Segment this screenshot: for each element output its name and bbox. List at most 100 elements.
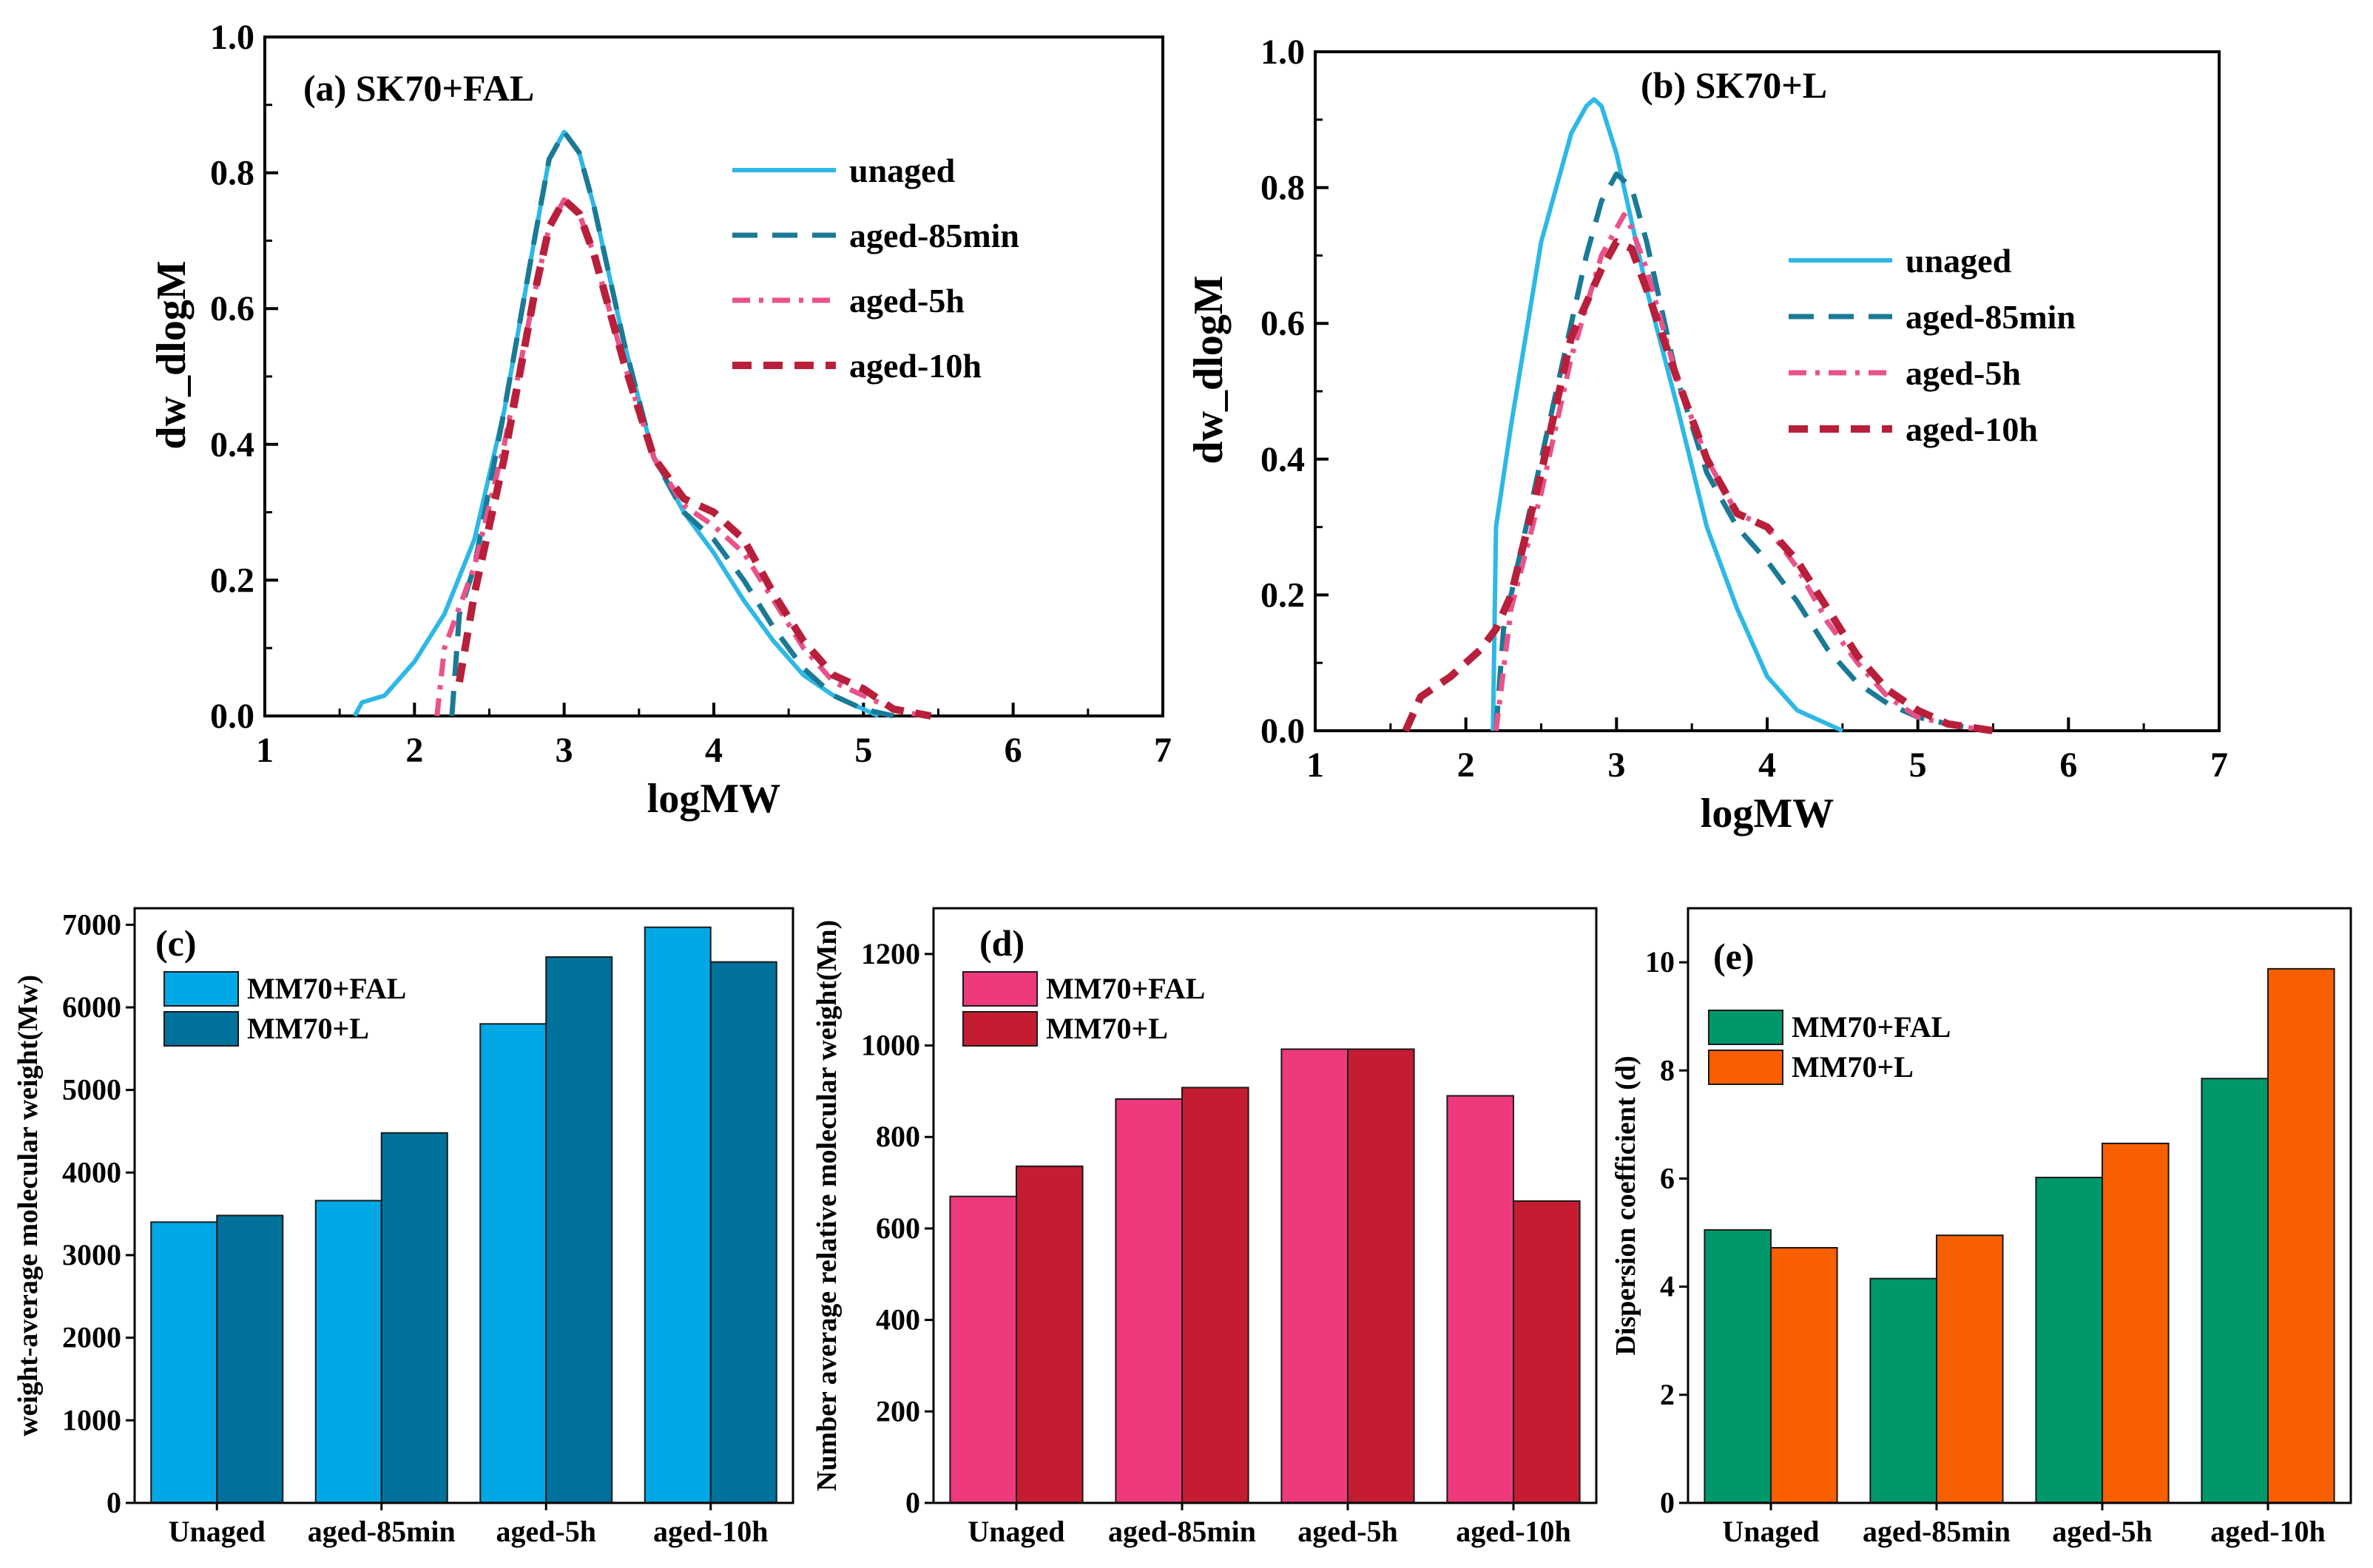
x-category-label: Unaged	[1722, 1515, 1819, 1548]
legend-swatch	[962, 1011, 1038, 1047]
legend-label: MM70+L	[1046, 1012, 1168, 1045]
bar-MM70+L-aged-10h	[2267, 967, 2335, 1504]
legend-swatch	[1708, 1010, 1783, 1045]
legend-label: MM70+L	[1792, 1050, 1914, 1084]
series-line-aged-5h	[1493, 212, 1986, 734]
legend-label: aged-85min	[849, 217, 1019, 254]
y-tick-label: 800	[876, 1120, 920, 1153]
y-axis-label: Number average relative molecular weight…	[811, 920, 843, 1491]
bar-MM70+L-aged-5h	[1347, 1048, 1415, 1504]
y-tick-label: 0	[1660, 1486, 1675, 1519]
series-line-unaged	[1491, 97, 1844, 733]
legend-label: MM70+FAL	[1046, 972, 1205, 1005]
bar-MM70+FAL-aged-5h	[479, 1023, 547, 1504]
x-tick-label: 5	[1909, 746, 1927, 785]
x-tick-label: 1	[1306, 746, 1324, 785]
plot-frame	[1314, 50, 2221, 732]
bar-MM70+FAL-aged-85min	[1115, 1098, 1184, 1504]
bar-MM70+FAL-Unaged	[150, 1221, 218, 1504]
y-tick-label: 6000	[62, 990, 121, 1024]
legend-label: MM70+FAL	[1792, 1010, 1951, 1044]
chart-a: 1 2 3 4 5 6 7 0.0 0.2 0.4 0.6 0.8 1.0 logMW dw_dlogM (a…	[149, 18, 1172, 822]
bar-MM70+L-Unaged	[216, 1214, 284, 1504]
y-tick-label: 5000	[62, 1073, 121, 1106]
y-axis-label: Dispersion coefficient (d)	[1610, 1055, 1641, 1355]
bar-MM70+FAL-aged-5h	[2035, 1176, 2103, 1504]
y-axis-label: dw_dlogM	[149, 260, 195, 449]
y-tick-label: 0.2	[1260, 575, 1305, 615]
series-line-aged-85min	[449, 129, 894, 719]
bar-MM70+L-aged-5h	[545, 956, 613, 1504]
legend-label: unaged	[849, 152, 956, 189]
y-tick-label: 1.0	[210, 18, 254, 57]
y-tick-label: 0	[107, 1486, 121, 1519]
x-tick-label: 5	[854, 731, 872, 770]
y-tick-label: 600	[876, 1212, 920, 1245]
y-tick-label: 0.8	[210, 154, 254, 193]
chart-b: 1 2 3 4 5 6 7 0.0 0.2 0.4 0.6 0.8 1.0 logMW dw_dlogM (b…	[1186, 33, 2228, 837]
y-tick-label: 1200	[861, 937, 920, 970]
bar-MM70+FAL-Unaged	[949, 1195, 1018, 1504]
y-tick-label: 2	[1660, 1378, 1675, 1411]
legend-label: MM70+FAL	[247, 972, 406, 1005]
bar-MM70+FAL-aged-10h	[644, 926, 712, 1504]
bar-MM70+L-aged-85min	[1181, 1087, 1249, 1504]
x-category-label: Unaged	[968, 1515, 1064, 1548]
x-category-label: aged-5h	[2052, 1515, 2153, 1548]
x-tick-label: 7	[1154, 731, 1172, 770]
y-tick-label: 3000	[62, 1238, 121, 1271]
legend-swatch	[163, 971, 239, 1007]
bar-MM70+L-aged-85min	[1936, 1234, 2004, 1504]
y-tick-label: 0	[905, 1486, 920, 1519]
x-tick-label: 2	[1457, 746, 1475, 785]
x-category-label: aged-5h	[496, 1515, 596, 1548]
bar-MM70+L-aged-85min	[380, 1132, 448, 1504]
bar-MM70+FAL-aged-5h	[1280, 1048, 1349, 1504]
y-tick-label: 0.2	[210, 561, 254, 600]
bar-MM70+L-Unaged	[1016, 1165, 1084, 1504]
y-tick-label: 0.8	[1260, 169, 1305, 208]
x-tick-label: 6	[1005, 731, 1022, 770]
y-tick-label: 0.0	[210, 697, 254, 736]
panel-title: (b) SK70+L	[1641, 64, 1827, 106]
legend-swatch	[1708, 1050, 1783, 1085]
y-tick-label: 400	[876, 1303, 920, 1336]
x-category-label: aged-85min	[1863, 1515, 2011, 1548]
chart-d: Unaged aged-85min aged-5h aged-10h 0 200 400 60…	[811, 907, 1598, 1548]
y-tick-label: 0.0	[1260, 712, 1305, 751]
plot-frame	[133, 907, 794, 1504]
legend-swatch	[962, 971, 1038, 1007]
legend-label: aged-85min	[1906, 298, 2076, 336]
x-tick-label: 4	[705, 731, 723, 770]
y-tick-label: 200	[876, 1394, 920, 1427]
x-axis-label: logMW	[1701, 791, 1834, 837]
chart-c: Unaged aged-85min aged-5h aged-10h 0 1000 2000…	[13, 907, 794, 1548]
y-tick-label: 0.6	[210, 289, 254, 328]
panel-title: (e)	[1713, 936, 1755, 977]
bar-MM70+FAL-aged-10h	[2201, 1078, 2269, 1504]
plot-frame	[1687, 907, 2352, 1504]
plot-frame	[932, 907, 1598, 1504]
y-tick-label: 4000	[62, 1155, 121, 1189]
x-category-label: aged-85min	[1108, 1515, 1256, 1548]
panel-title: (d)	[979, 922, 1025, 964]
x-axis-label: logMW	[647, 776, 780, 822]
x-tick-label: 3	[556, 731, 573, 770]
y-axis-label: dw_dlogM	[1186, 275, 1232, 464]
y-tick-label: 1.0	[1260, 33, 1305, 72]
bar-MM70+L-aged-10h	[709, 961, 777, 1504]
bar-MM70+FAL-aged-10h	[1446, 1095, 1515, 1504]
legend-label: aged-10h	[1906, 410, 2038, 448]
legend-label: aged-5h	[1906, 354, 2021, 392]
series-line-aged-10h	[1402, 238, 1994, 734]
panel-title: (c)	[155, 922, 197, 964]
y-tick-label: 0.4	[1260, 440, 1305, 479]
x-category-label: aged-10h	[653, 1515, 769, 1548]
x-tick-label: 2	[405, 731, 423, 770]
x-category-label: Unaged	[169, 1515, 266, 1548]
x-category-label: aged-5h	[1297, 1515, 1398, 1548]
y-tick-label: 6	[1660, 1161, 1675, 1194]
y-tick-label: 10	[1645, 945, 1675, 979]
bar-MM70+FAL-aged-85min	[314, 1200, 382, 1504]
bar-MM70+FAL-Unaged	[1704, 1229, 1772, 1504]
